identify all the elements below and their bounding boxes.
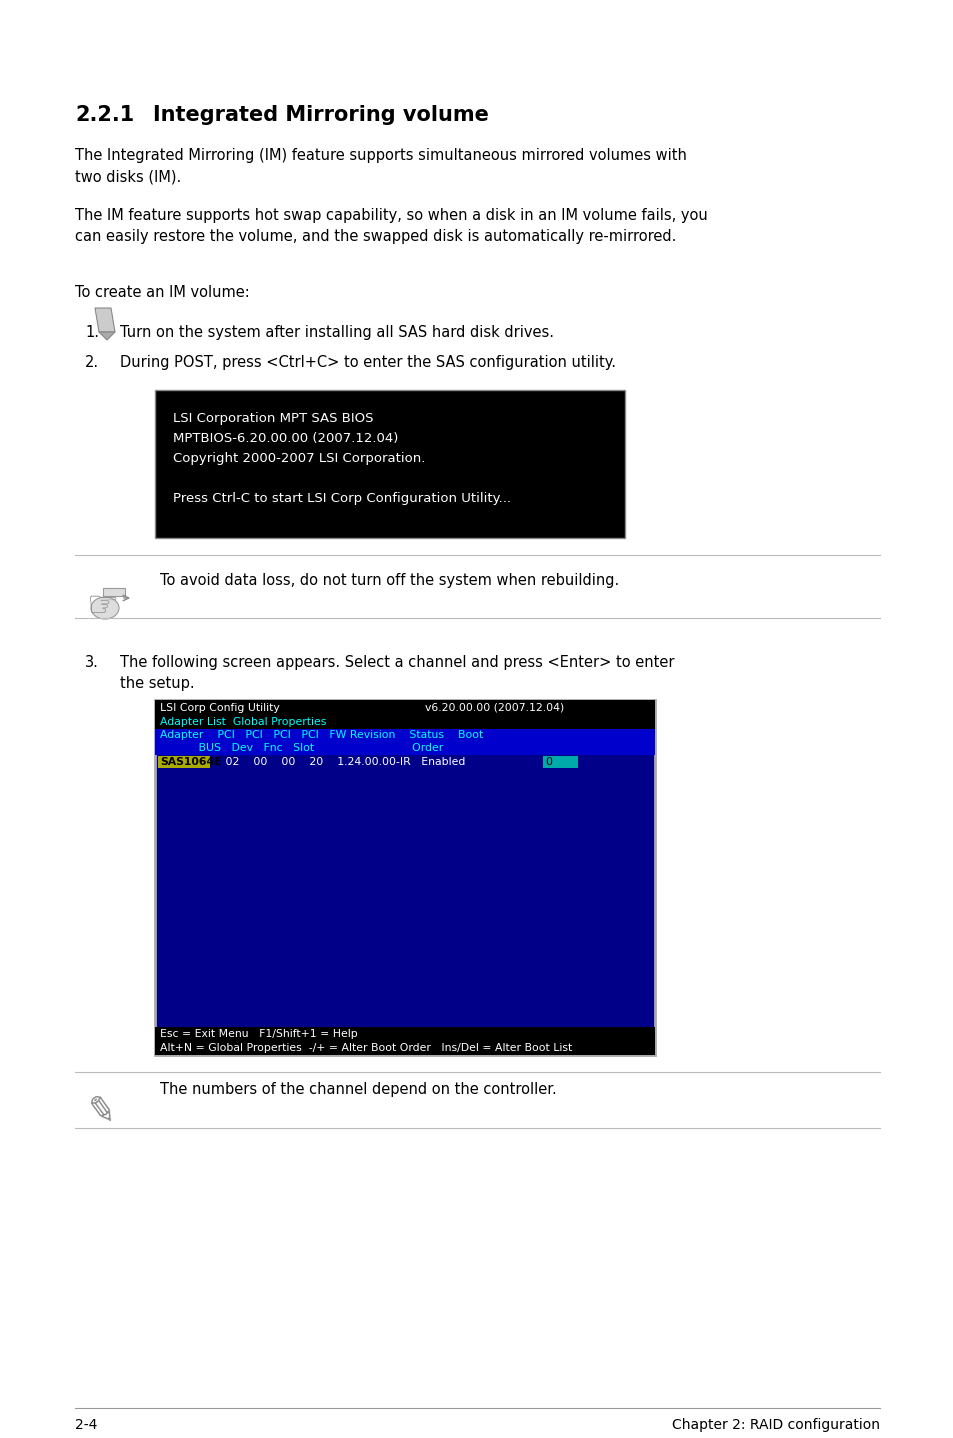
Text: SAS1064E: SAS1064E bbox=[160, 756, 221, 766]
Polygon shape bbox=[95, 308, 115, 332]
Text: v6.20.00.00 (2007.12.04): v6.20.00.00 (2007.12.04) bbox=[424, 703, 563, 713]
Bar bbox=[154, 390, 624, 538]
Text: During POST, press <Ctrl+C> to enter the SAS configuration utility.: During POST, press <Ctrl+C> to enter the… bbox=[120, 355, 616, 370]
Text: Chapter 2: RAID configuration: Chapter 2: RAID configuration bbox=[671, 1418, 879, 1432]
Text: The IM feature supports hot swap capability, so when a disk in an IM volume fail: The IM feature supports hot swap capabil… bbox=[75, 209, 707, 223]
Bar bbox=[154, 700, 655, 1055]
Bar bbox=[103, 588, 125, 595]
Text: To create an IM volume:: To create an IM volume: bbox=[75, 285, 250, 301]
Text: The Integrated Mirroring (IM) feature supports simultaneous mirrored volumes wit: The Integrated Mirroring (IM) feature su… bbox=[75, 148, 686, 162]
Polygon shape bbox=[99, 332, 115, 339]
Text: Turn on the system after installing all SAS hard disk drives.: Turn on the system after installing all … bbox=[120, 325, 554, 339]
Text: Integrated Mirroring volume: Integrated Mirroring volume bbox=[152, 105, 488, 125]
Bar bbox=[158, 756, 210, 768]
Text: 1.: 1. bbox=[85, 325, 99, 339]
Text: 2-4: 2-4 bbox=[75, 1418, 97, 1432]
Text: LSI Corporation MPT SAS BIOS: LSI Corporation MPT SAS BIOS bbox=[172, 413, 374, 426]
Text: the setup.: the setup. bbox=[120, 676, 194, 692]
Text: Alt+N = Global Properties  -/+ = Alter Boot Order   Ins/Del = Alter Boot List: Alt+N = Global Properties -/+ = Alter Bo… bbox=[160, 1043, 572, 1053]
Ellipse shape bbox=[91, 597, 119, 618]
Bar bbox=[154, 742, 655, 755]
Bar bbox=[154, 700, 655, 715]
Text: BUS   Dev   Fnc   Slot                            Order: BUS Dev Fnc Slot Order bbox=[160, 743, 443, 754]
Text: Adapter    PCI   PCI   PCI   PCI   FW Revision    Status    Boot: Adapter PCI PCI PCI PCI FW Revision Stat… bbox=[160, 731, 483, 741]
Text: Adapter List  Global Properties: Adapter List Global Properties bbox=[160, 718, 326, 728]
Text: Esc = Exit Menu   F1/Shift+1 = Help: Esc = Exit Menu F1/Shift+1 = Help bbox=[160, 1030, 357, 1040]
Text: 2.2.1: 2.2.1 bbox=[75, 105, 134, 125]
Bar bbox=[154, 1027, 655, 1041]
Bar bbox=[154, 729, 655, 742]
Text: Copyright 2000-2007 LSI Corporation.: Copyright 2000-2007 LSI Corporation. bbox=[172, 452, 425, 464]
Bar bbox=[542, 756, 578, 768]
Text: 02    00    00    20    1.24.00.00-IR   Enabled: 02 00 00 20 1.24.00.00-IR Enabled bbox=[214, 756, 465, 766]
Text: two disks (IM).: two disks (IM). bbox=[75, 170, 181, 184]
Bar bbox=[154, 1041, 655, 1055]
Text: 3.: 3. bbox=[85, 654, 99, 670]
Text: 2.: 2. bbox=[85, 355, 99, 370]
Text: MPTBIOS-6.20.00.00 (2007.12.04): MPTBIOS-6.20.00.00 (2007.12.04) bbox=[172, 431, 398, 444]
Text: LSI Corp Config Utility: LSI Corp Config Utility bbox=[160, 703, 279, 713]
Text: 0: 0 bbox=[544, 756, 552, 766]
Text: ✎: ✎ bbox=[83, 1093, 118, 1132]
Text: The following screen appears. Select a channel and press <Enter> to enter: The following screen appears. Select a c… bbox=[120, 654, 674, 670]
Text: can easily restore the volume, and the swapped disk is automatically re-mirrored: can easily restore the volume, and the s… bbox=[75, 229, 676, 244]
Text: To avoid data loss, do not turn off the system when rebuilding.: To avoid data loss, do not turn off the … bbox=[160, 572, 618, 588]
Text: ☞: ☞ bbox=[87, 588, 119, 623]
Bar bbox=[154, 715, 655, 729]
Text: Press Ctrl-C to start LSI Corp Configuration Utility...: Press Ctrl-C to start LSI Corp Configura… bbox=[172, 492, 511, 505]
Text: The numbers of the channel depend on the controller.: The numbers of the channel depend on the… bbox=[160, 1081, 557, 1097]
